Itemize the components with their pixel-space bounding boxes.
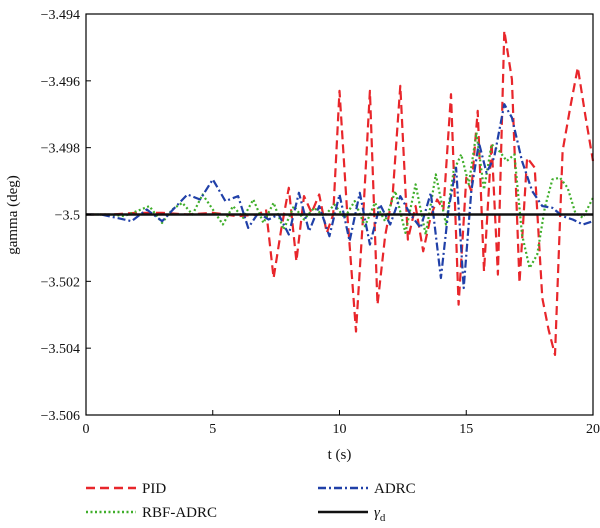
x-axis-label: t (s) (328, 447, 352, 463)
y-tick-label-6: −3.494 (41, 8, 80, 23)
legend: PID RBF-ADRC ADRC γd (86, 481, 416, 524)
series-line-0 (86, 29, 595, 356)
legend-label-2: ADRC (374, 481, 416, 497)
y-tick-label-0: −3.506 (41, 409, 80, 424)
series-line-2 (86, 103, 594, 290)
y-axis-label: gamma (deg) (5, 175, 21, 255)
y-tick-label-1: −3.504 (41, 342, 80, 357)
x-tick-label-0: 0 (83, 422, 90, 437)
y-tick-label-4: −3.498 (41, 142, 80, 157)
x-tick-label-2: 10 (333, 422, 347, 437)
axis-ticks: 0 5 10 15 20 −3.506 −3.504 −3.502 −3.5 −3.498 −3.4… (41, 8, 600, 437)
series-line-1 (86, 131, 594, 270)
x-tick-label-3: 15 (459, 422, 473, 437)
y-tick-label-3: −3.5 (55, 209, 80, 224)
x-tick-label-1: 5 (209, 422, 216, 437)
y-tick-label-2: −3.502 (41, 275, 80, 290)
x-tick-label-4: 20 (586, 422, 600, 437)
legend-label-1: RBF-ADRC (142, 505, 217, 521)
legend-label-3: γd (374, 505, 386, 524)
y-tick-label-5: −3.496 (41, 75, 80, 90)
plot-lines (86, 29, 595, 356)
legend-label-0: PID (142, 481, 166, 497)
